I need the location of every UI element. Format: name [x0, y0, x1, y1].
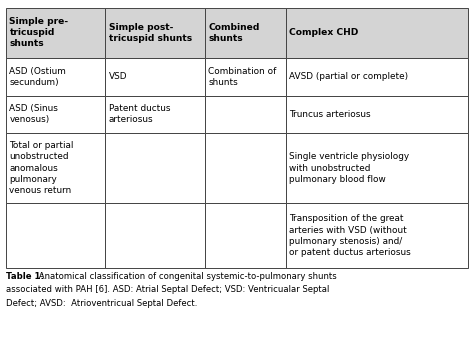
Text: associated with PAH [6]. ASD: Atrial Septal Defect; VSD: Ventricualar Septal: associated with PAH [6]. ASD: Atrial Sep… [6, 285, 329, 294]
Text: Simple post-
tricuspid shunts: Simple post- tricuspid shunts [109, 23, 192, 43]
Bar [6, 95, 105, 133]
Bar [105, 133, 205, 203]
Bar [285, 203, 468, 268]
Bar [105, 95, 205, 133]
Bar [285, 58, 468, 95]
Bar [205, 133, 285, 203]
Bar [6, 203, 105, 268]
Bar [6, 8, 105, 58]
Text: Table 1:: Table 1: [6, 272, 44, 281]
Text: Anatomical classification of congenital systemic-to-pulmonary shunts: Anatomical classification of congenital … [36, 272, 336, 281]
Text: VSD: VSD [109, 72, 128, 81]
Text: Total or partial
unobstructed
anomalous
pulmonary
venous return: Total or partial unobstructed anomalous … [9, 141, 74, 195]
Text: Combined
shunts: Combined shunts [209, 23, 260, 43]
Text: Simple pre-
tricuspid
shunts: Simple pre- tricuspid shunts [9, 17, 69, 48]
Bar [205, 8, 285, 58]
Text: Combination of
shunts: Combination of shunts [209, 67, 277, 87]
Bar [285, 8, 468, 58]
Bar [105, 203, 205, 268]
Bar [105, 8, 205, 58]
Bar [205, 95, 285, 133]
Bar [105, 58, 205, 95]
Text: Complex CHD: Complex CHD [289, 28, 359, 37]
Bar [285, 95, 468, 133]
Text: Single ventricle physiology
with unobstructed
pulmonary blood flow: Single ventricle physiology with unobstr… [289, 152, 410, 184]
Text: Transposition of the great
arteries with VSD (without
pulmonary stenosis) and/
o: Transposition of the great arteries with… [289, 215, 411, 257]
Text: ASD (Sinus
venosus): ASD (Sinus venosus) [9, 104, 58, 124]
Text: Defect; AVSD:  Atrioventricual Septal Defect.: Defect; AVSD: Atrioventricual Septal Def… [6, 299, 197, 308]
Text: ASD (Ostium
secundum): ASD (Ostium secundum) [9, 67, 66, 87]
Bar [285, 133, 468, 203]
Bar [6, 133, 105, 203]
Bar [205, 58, 285, 95]
Text: Patent ductus
arteriosus: Patent ductus arteriosus [109, 104, 171, 124]
Text: AVSD (partial or complete): AVSD (partial or complete) [289, 72, 409, 81]
Bar [205, 203, 285, 268]
Text: Truncus arteriosus: Truncus arteriosus [289, 110, 371, 119]
Bar [6, 58, 105, 95]
